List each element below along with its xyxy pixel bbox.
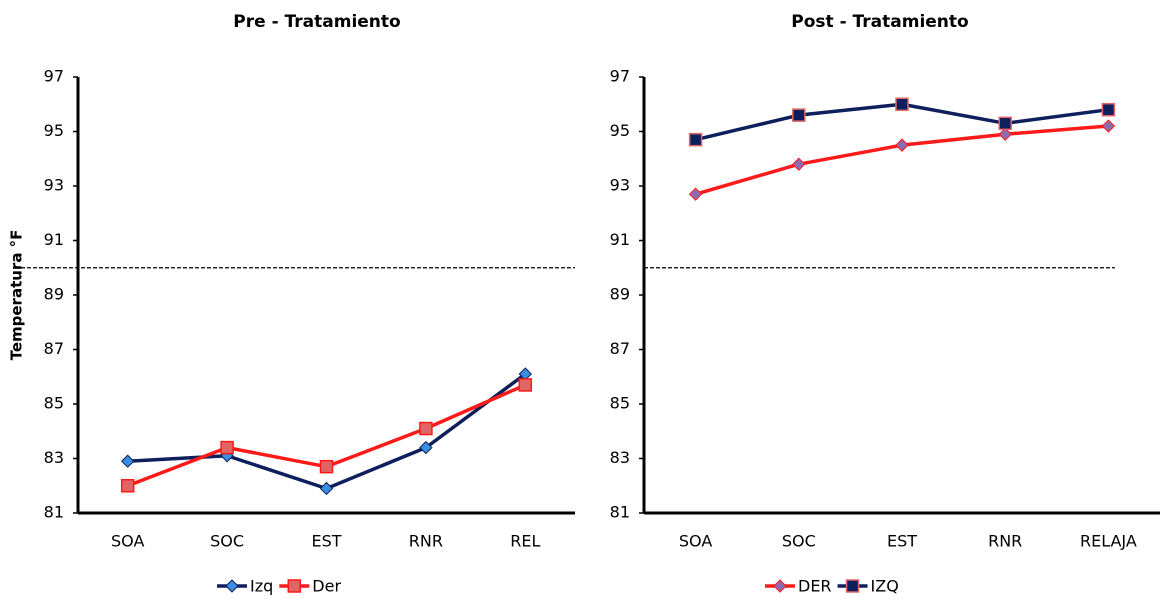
data-point	[419, 440, 433, 455]
y-tick-label: 95	[610, 121, 630, 140]
y-tick-label: 97	[44, 67, 64, 86]
legend-marker	[845, 579, 860, 593]
legend-marker	[773, 579, 787, 593]
x-tick-label: SOA	[679, 532, 712, 551]
chart-title: Pre - Tratamiento	[233, 12, 400, 32]
data-point	[688, 132, 703, 147]
legend-marker	[225, 579, 239, 593]
x-tick-label: SOC	[782, 532, 816, 551]
data-point	[792, 108, 806, 122]
y-axis-label: Temperatura °F	[8, 230, 26, 361]
data-point	[319, 481, 334, 496]
data-point	[998, 127, 1012, 141]
y-tick-label: 87	[610, 339, 630, 358]
data-point	[220, 440, 234, 455]
chart-title: Post - Tratamiento	[791, 12, 968, 32]
data-point	[419, 421, 433, 436]
y-tick-label: 89	[610, 285, 630, 304]
y-tick-label: 93	[44, 176, 64, 195]
data-point	[1101, 119, 1116, 133]
legend-label: Izq	[250, 577, 273, 596]
data-point	[792, 157, 806, 171]
y-tick-label: 95	[44, 121, 64, 140]
x-tick-label: EST	[311, 532, 341, 551]
data-point	[688, 187, 703, 201]
series-line	[695, 124, 1109, 196]
data-point	[998, 116, 1012, 131]
data-point	[120, 479, 135, 493]
data-point	[895, 138, 909, 152]
y-tick-label: 97	[610, 67, 630, 86]
legend-label: IZQ	[871, 577, 899, 596]
x-tick-label: RNR	[409, 532, 443, 551]
data-point	[1101, 102, 1116, 117]
y-tick-label: 89	[44, 285, 64, 304]
y-tick-label: 85	[44, 394, 64, 413]
legend-label: Der	[312, 577, 341, 596]
x-tick-label: EST	[887, 532, 917, 551]
data-point	[319, 459, 334, 474]
y-tick-label: 87	[44, 339, 64, 358]
x-tick-label: RNR	[988, 532, 1022, 551]
x-tick-label: RELAJA	[1080, 532, 1137, 551]
y-tick-label: 91	[610, 230, 630, 249]
data-point	[120, 454, 135, 468]
data-point	[895, 97, 909, 111]
legend-marker	[287, 579, 302, 593]
y-tick-label: 91	[44, 230, 64, 249]
x-tick-label: SOC	[210, 532, 244, 551]
y-tick-label: 93	[610, 176, 630, 195]
x-tick-label: SOA	[111, 532, 144, 551]
y-tick-label: 85	[610, 394, 630, 413]
data-point	[518, 378, 533, 392]
x-tick-label: REL	[510, 532, 540, 551]
legend-label: DER	[798, 577, 832, 596]
y-tick-label: 83	[610, 448, 630, 467]
y-tick-label: 81	[44, 503, 64, 522]
y-tick-label: 83	[44, 448, 64, 467]
y-tick-label: 81	[610, 503, 630, 522]
